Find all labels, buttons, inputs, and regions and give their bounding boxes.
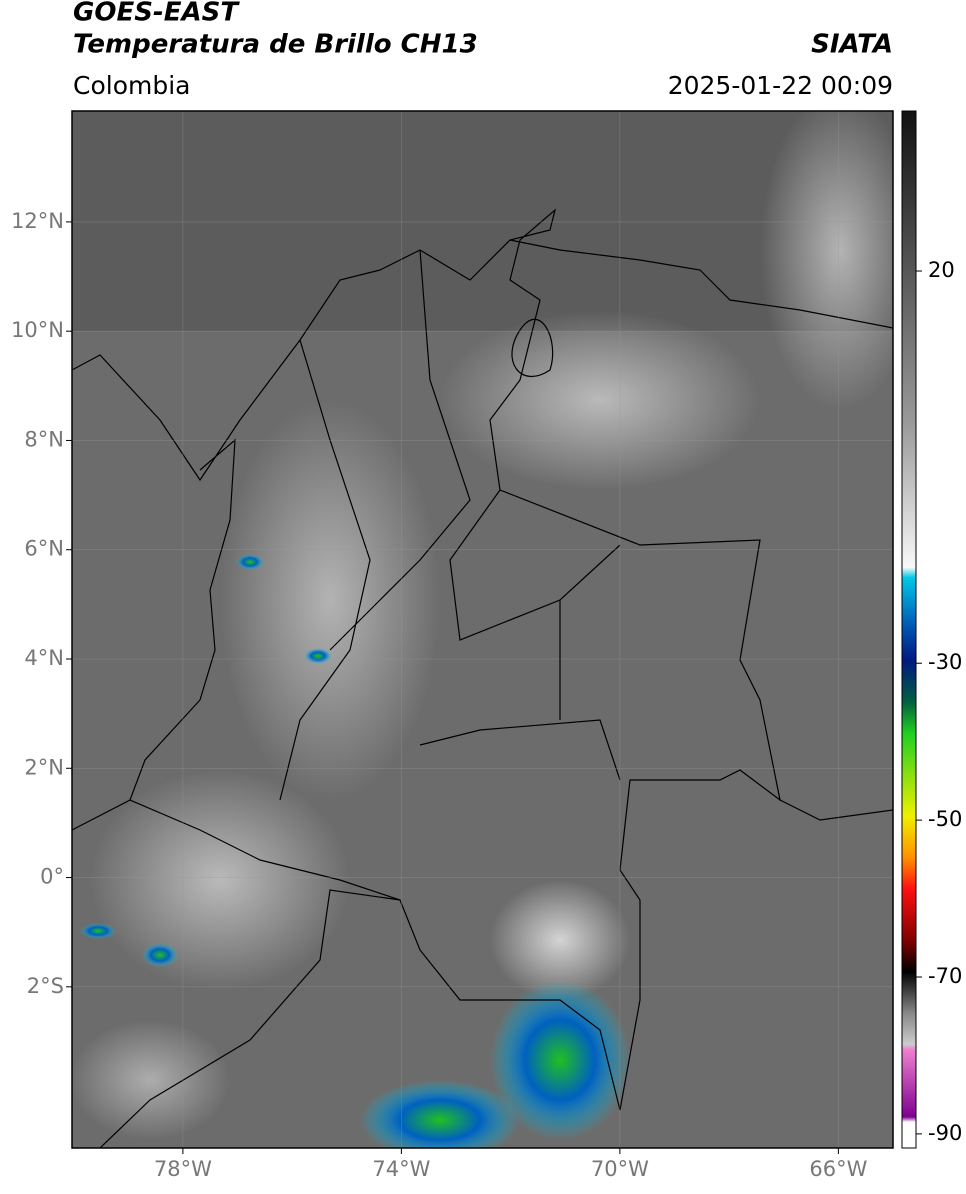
product: Temperatura de Brillo CH13	[73, 30, 478, 60]
lat-tick-label: 4°N	[24, 646, 64, 670]
lat-tick-label: 2°N	[24, 755, 64, 779]
lat-tick-label: 10°N	[11, 318, 64, 342]
lon-tick-label: 74°W	[372, 1157, 430, 1181]
colorbar-tick-label: -90	[928, 1121, 962, 1145]
colorbar-tick-label: -30	[928, 650, 962, 674]
datetime: 2025-01-22 00:09	[668, 71, 893, 100]
colorbar-tick-label: -50	[928, 807, 962, 831]
satellite: GOES-EAST	[73, 0, 240, 28]
lat-tick-label: 0°	[40, 865, 64, 889]
lon-tick-label: 66°W	[809, 1157, 867, 1181]
lat-tick-label: 12°N	[11, 209, 64, 233]
lon-tick-label: 78°W	[154, 1157, 212, 1181]
colorbar	[901, 110, 917, 1149]
source: SIATA	[811, 30, 893, 60]
lon-tick-label: 70°W	[591, 1157, 649, 1181]
region: Colombia	[73, 71, 190, 100]
lat-tick-label: 6°N	[24, 537, 64, 561]
imagery	[72, 111, 893, 1148]
lat-tick-label: 8°N	[24, 427, 64, 451]
map-frame	[71, 110, 894, 1149]
lat-tick-label: 2°S	[27, 974, 64, 998]
colorbar-tick-label: -70	[928, 964, 962, 988]
colorbar-tick-label: 20	[928, 258, 955, 282]
